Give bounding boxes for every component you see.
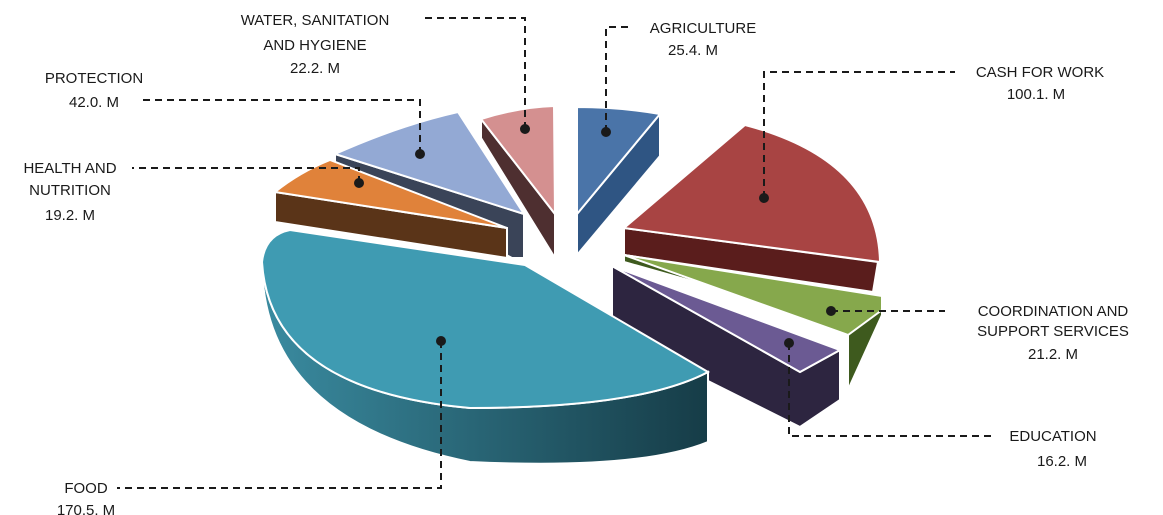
leader-line-food [117,341,442,489]
label-name-wash: WATER, SANITATION [241,12,390,29]
label-protection: PROTECTION 42.0. M [45,70,143,111]
leader-line-wash [420,17,526,129]
leader-dot-education [784,338,794,348]
slice-top-health [272,158,508,229]
leader-line-education [788,343,996,437]
label-agriculture: AGRICULTURE 25.4. M [650,20,756,59]
leader-dot-cash [759,193,769,203]
label-coordination: COORDINATION AND SUPPORT SERVICES 21.2. M [977,303,1129,363]
leader-dot-wash [520,124,530,134]
leader-dot-protection [415,149,425,159]
label-value-education: 16.2. M [1037,453,1087,470]
label-name-agriculture: AGRICULTURE [650,20,756,37]
leader-line-cash [763,71,955,198]
pie-slices [260,104,883,465]
label-value-food: 170.5. M [57,502,115,515]
leader-lines [117,17,996,489]
slice-top-education [611,265,843,374]
slice-agriculture [576,105,662,258]
label-name-protection: PROTECTION [45,70,143,87]
label-name-health: NUTRITION [29,182,111,199]
label-value-agriculture: 25.4. M [668,42,718,59]
label-value-health: 19.2. M [45,207,95,224]
slice-top-food [260,228,711,410]
slice-top-agriculture [576,105,662,217]
label-name-health: HEALTH AND [23,160,116,177]
label-name-coordination: SUPPORT SERVICES [977,323,1129,340]
slice-top-protection [332,110,527,216]
label-name-food: FOOD [64,480,107,497]
slice-wash [479,104,557,262]
leader-dot-health [354,178,364,188]
label-name-education: EDUCATION [1009,428,1096,445]
label-cash: CASH FOR WORK 100.1. M [976,64,1104,103]
label-value-coordination: 21.2. M [1028,346,1078,363]
label-health: HEALTH AND NUTRITION 19.2. M [23,160,116,224]
label-wash: WATER, SANITATION AND HYGIENE 22.2. M [241,12,390,77]
label-value-cash: 100.1. M [1007,86,1065,103]
label-education: EDUCATION 16.2. M [1009,428,1096,470]
slice-food [260,228,711,465]
label-name-cash: CASH FOR WORK [976,64,1104,81]
leader-dot-coordination [826,306,836,316]
leader-line-agriculture [605,26,632,132]
slice-cash [621,123,882,294]
leader-dot-agriculture [601,127,611,137]
leader-line-protection [140,99,421,154]
label-value-wash: 22.2. M [290,60,340,77]
leader-dot-food [436,336,446,346]
label-food: FOOD 170.5. M [57,480,115,515]
label-name-wash: AND HYGIENE [263,37,366,54]
slice-health [272,158,508,260]
slice-top-wash [479,104,557,217]
slice-top-cash [621,123,882,264]
label-name-coordination: COORDINATION AND [978,303,1129,320]
label-value-protection: 42.0. M [69,94,119,111]
